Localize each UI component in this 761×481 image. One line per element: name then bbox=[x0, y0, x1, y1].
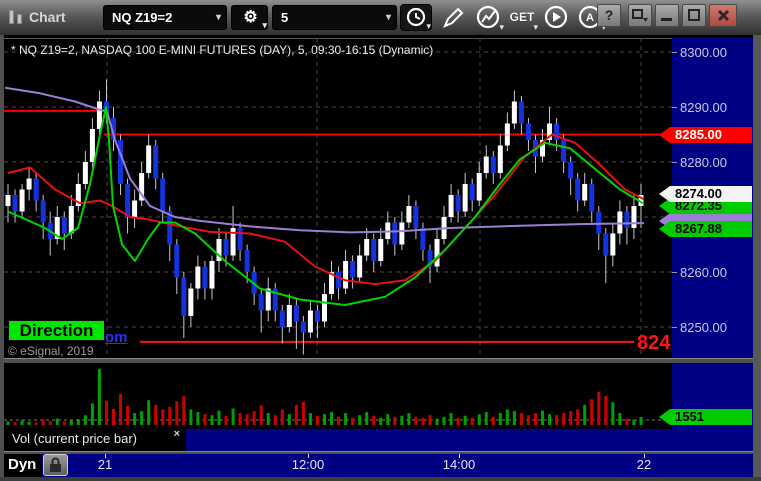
time-template-button[interactable]: ▾ bbox=[400, 4, 432, 31]
volume-study-label: Vol (current price bar) bbox=[12, 431, 137, 446]
close-icon[interactable] bbox=[174, 428, 180, 440]
pencil-icon bbox=[443, 7, 464, 28]
watermark-text: om bbox=[105, 329, 128, 346]
interval-combo[interactable]: 5 ▾ bbox=[272, 5, 397, 30]
svg-text:A: A bbox=[586, 12, 594, 24]
pane-separator[interactable] bbox=[4, 358, 753, 363]
price-tag: 8285.00 bbox=[659, 127, 752, 143]
titlebar: Chart NQ Z19=2 ▾ ⚙ ▾ 5 ▾ ▾ bbox=[0, 0, 761, 35]
time-tick-label: 21 bbox=[97, 457, 113, 472]
minimize-icon bbox=[661, 18, 672, 21]
interval-combo-value: 5 bbox=[281, 10, 289, 25]
line-studies-button[interactable]: ▾ bbox=[472, 4, 504, 32]
volume-study-row: Vol (current price bar) bbox=[4, 427, 186, 451]
window-frame bbox=[753, 35, 761, 477]
candlestick-chart[interactable]: 824 bbox=[4, 38, 672, 358]
chart-app-icon bbox=[9, 10, 25, 24]
time-tick-label: 12:00 bbox=[291, 457, 325, 472]
symbol-combo[interactable]: NQ Z19=2 ▾ bbox=[103, 5, 227, 30]
red-ma bbox=[7, 133, 645, 286]
clock-icon bbox=[406, 7, 426, 27]
get-icon: GET bbox=[509, 10, 535, 24]
play-icon bbox=[544, 5, 568, 29]
pane-separator bbox=[4, 451, 753, 454]
help-icon: ? bbox=[604, 7, 614, 23]
time-tick-mark bbox=[459, 454, 460, 458]
volume-tag: 1551 bbox=[659, 409, 752, 425]
price-tick-label: 8290.00 bbox=[680, 100, 727, 115]
get-data-button[interactable]: GET ▾ bbox=[506, 4, 538, 32]
price-tag: 8274.00 bbox=[659, 186, 752, 202]
window-title: Chart bbox=[29, 9, 66, 25]
symbol-combo-value: NQ Z19=2 bbox=[112, 10, 173, 25]
play-button[interactable] bbox=[540, 4, 572, 31]
maximize-icon bbox=[687, 9, 700, 21]
chevron-down-icon: ▾ bbox=[533, 22, 538, 32]
price-tick-label: 8250.00 bbox=[680, 320, 727, 335]
volume-axis[interactable]: 1551 bbox=[659, 363, 753, 451]
chevron-down-icon: ▾ bbox=[601, 22, 606, 32]
chevron-down-icon: ▾ bbox=[262, 20, 267, 30]
chevron-down-icon[interactable]: ▾ bbox=[215, 12, 221, 23]
lock-icon bbox=[50, 457, 61, 472]
symbol-settings-button[interactable]: ⚙ ▾ bbox=[231, 5, 268, 30]
direction-indicator-label: Direction bbox=[8, 320, 105, 341]
chevron-down-icon: ▾ bbox=[426, 21, 431, 31]
maximize-button[interactable] bbox=[682, 4, 706, 27]
copyright-text: © eSignal, 2019 bbox=[8, 344, 94, 358]
chart-title: * NQ Z19=2, NASDAQ 100 E-MINI FUTURES (D… bbox=[11, 43, 434, 57]
price-tick-mark bbox=[672, 107, 677, 108]
time-tick-label: 22 bbox=[636, 457, 652, 472]
time-tick-label: 14:00 bbox=[442, 457, 476, 472]
time-tick-mark bbox=[105, 454, 106, 458]
price-tick-label: 8260.00 bbox=[680, 265, 727, 280]
price-axis[interactable]: 8300.008290.008280.008270.008260.008250.… bbox=[659, 38, 753, 358]
lock-scale-button[interactable] bbox=[43, 454, 68, 476]
price-tick-label: 8300.00 bbox=[680, 45, 727, 60]
price-tick-label: 8280.00 bbox=[680, 155, 727, 170]
volume-bars bbox=[4, 368, 672, 425]
price-tick-mark bbox=[672, 327, 677, 328]
price-tick-mark bbox=[672, 162, 677, 163]
svg-text:824: 824 bbox=[637, 332, 671, 354]
time-axis[interactable]: Dyn 21 12:00 14:00 22 bbox=[4, 454, 753, 477]
price-chart-pane[interactable]: 824 * NQ Z19=2, NASDAQ 100 E-MINI FUTURE… bbox=[4, 38, 672, 358]
draw-tools-button[interactable] bbox=[438, 4, 470, 31]
trendline-circle-icon bbox=[476, 5, 500, 29]
close-button[interactable] bbox=[709, 4, 737, 27]
price-tick-mark bbox=[672, 272, 677, 273]
volume-pane[interactable] bbox=[4, 363, 672, 427]
gear-icon: ⚙ bbox=[243, 9, 258, 26]
green-ma bbox=[7, 106, 645, 306]
close-icon bbox=[717, 9, 729, 22]
dynamic-mode-badge: Dyn bbox=[4, 454, 42, 477]
time-tick-mark bbox=[644, 454, 645, 458]
chevron-down-icon[interactable]: ▾ bbox=[385, 12, 391, 23]
chevron-down-icon: ▾ bbox=[499, 22, 504, 32]
purple-ma bbox=[4, 86, 645, 234]
minimize-button[interactable] bbox=[655, 4, 679, 27]
window-frame bbox=[0, 477, 761, 481]
price-tag: 8267.88 bbox=[659, 221, 752, 237]
time-tick-mark bbox=[308, 454, 309, 458]
help-button[interactable]: ? bbox=[597, 4, 621, 27]
restore-menu-button[interactable] bbox=[628, 4, 652, 27]
price-tick-mark bbox=[672, 52, 677, 53]
restore-icon bbox=[632, 9, 648, 22]
horizontal-scrollbar[interactable] bbox=[186, 427, 672, 451]
